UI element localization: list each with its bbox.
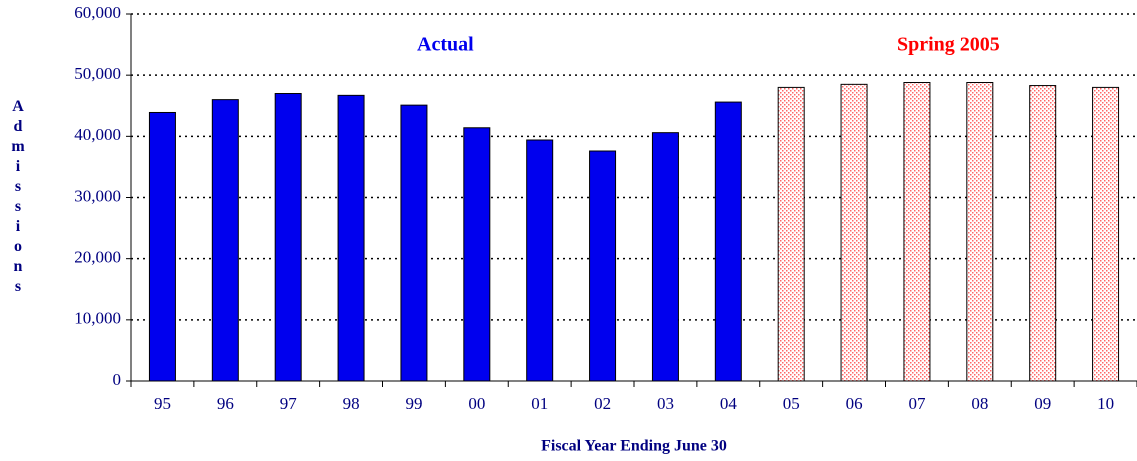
- x-tick-label: 00: [468, 394, 485, 413]
- x-tick-label: 08: [971, 394, 988, 413]
- bar: [903, 82, 931, 382]
- bar: [526, 139, 554, 382]
- bar: [840, 83, 868, 382]
- x-tick-label: 97: [280, 394, 298, 413]
- x-tick-label: 03: [657, 394, 674, 413]
- x-tick-label: 04: [720, 394, 738, 413]
- bar: [651, 132, 679, 382]
- y-tick-label: 60,000: [74, 3, 121, 22]
- x-tick-label: 10: [1097, 394, 1114, 413]
- bar: [463, 127, 491, 382]
- bar: [777, 86, 805, 382]
- x-tick-label: 96: [217, 394, 234, 413]
- y-axis-title: Admissions: [10, 98, 27, 298]
- x-tick-label: 95: [154, 394, 171, 413]
- y-tick-label: 40,000: [74, 125, 121, 144]
- legend-label: Spring 2005: [897, 34, 1000, 56]
- y-tick-label: 10,000: [74, 309, 121, 328]
- bar: [1029, 85, 1057, 382]
- x-tick-label: 05: [783, 394, 800, 413]
- legend-label: Actual: [417, 34, 474, 56]
- x-tick-label: 01: [531, 394, 548, 413]
- x-tick-label: 98: [343, 394, 360, 413]
- y-tick-label: 20,000: [74, 248, 121, 267]
- bar: [274, 93, 302, 382]
- x-tick-label: 07: [908, 394, 926, 413]
- y-tick-label: 50,000: [74, 64, 121, 83]
- x-axis-title: Fiscal Year Ending June 30: [541, 438, 727, 455]
- bar: [211, 99, 239, 382]
- bar: [589, 150, 617, 382]
- y-tick-label: 30,000: [74, 186, 121, 205]
- bar: [966, 82, 994, 382]
- bar: [400, 104, 428, 382]
- x-tick-label: 06: [846, 394, 863, 413]
- bar: [148, 111, 176, 382]
- bar: [714, 101, 742, 382]
- x-tick-label: 02: [594, 394, 611, 413]
- x-tick-label: 09: [1034, 394, 1051, 413]
- bar: [1092, 86, 1120, 382]
- bar: [337, 94, 365, 382]
- y-tick-label: 0: [113, 370, 122, 389]
- x-tick-label: 99: [405, 394, 422, 413]
